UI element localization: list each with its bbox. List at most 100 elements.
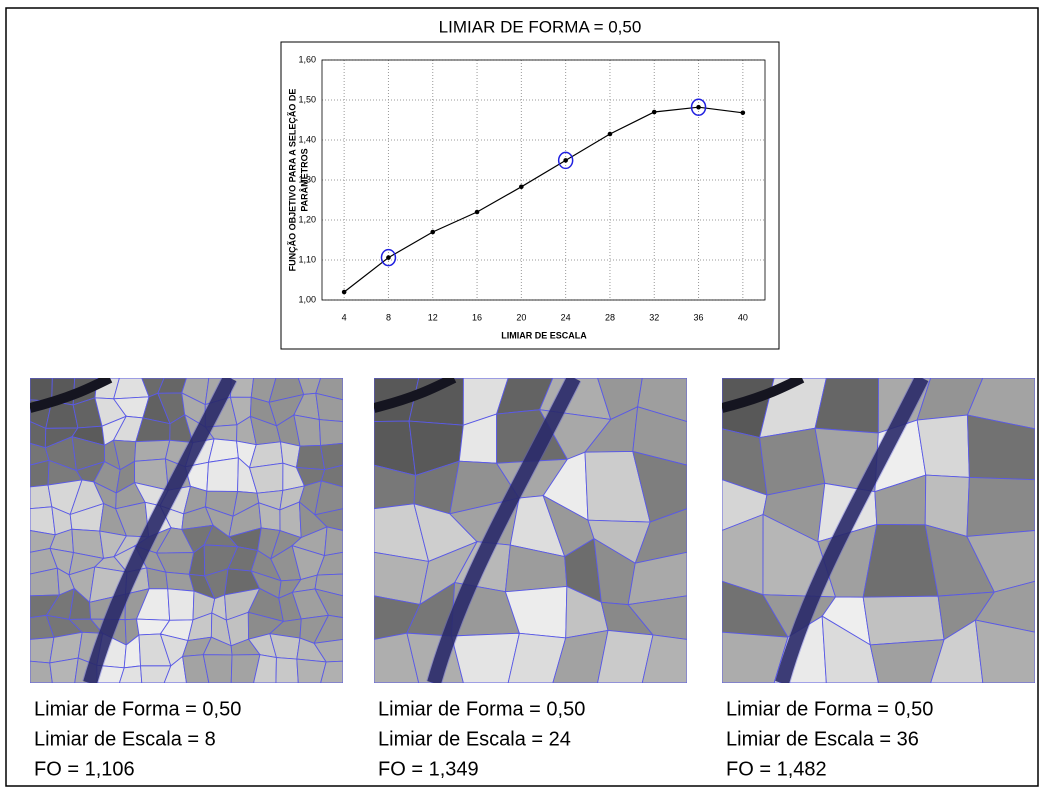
point <box>696 104 701 110</box>
segment <box>167 588 195 621</box>
segment <box>974 580 1035 633</box>
segment <box>230 654 261 683</box>
y-tick-label: 1,30 <box>298 174 316 184</box>
segment <box>966 476 1035 537</box>
segment <box>632 406 687 466</box>
caption-line: Limiar de Forma = 0,50 <box>378 698 585 720</box>
image-content <box>30 378 343 683</box>
caption-line: Limiar de Forma = 0,50 <box>726 698 933 720</box>
segment <box>627 595 687 640</box>
image-content <box>722 378 1035 683</box>
segment <box>821 615 879 683</box>
y-tick-label: 1,20 <box>298 214 316 224</box>
segment <box>163 655 187 683</box>
segmented-image <box>374 378 687 683</box>
segment <box>314 588 343 619</box>
caption-line: FO = 1,349 <box>378 758 479 780</box>
plot-area <box>321 59 766 301</box>
segment <box>140 665 172 683</box>
caption-line: Limiar de Escala = 8 <box>34 728 216 750</box>
point <box>740 110 746 116</box>
point <box>430 229 436 235</box>
segment <box>118 665 143 683</box>
segment <box>814 378 879 434</box>
y-tick-label: 1,00 <box>298 294 316 304</box>
x-tick-label: 24 <box>561 312 571 322</box>
segment <box>450 632 520 683</box>
x-tick-label: 12 <box>428 312 438 322</box>
image-content <box>374 378 687 683</box>
point <box>386 255 391 260</box>
segment <box>634 508 687 564</box>
segment <box>320 660 343 683</box>
segment <box>30 459 50 488</box>
segment <box>320 442 343 471</box>
segment <box>632 450 687 523</box>
x-tick-label: 20 <box>516 312 526 322</box>
x-tick-label: 40 <box>738 312 748 322</box>
stream <box>30 378 113 413</box>
segment <box>313 638 343 663</box>
point <box>519 184 524 190</box>
river-edge <box>426 378 582 683</box>
segment <box>552 629 609 683</box>
segment <box>637 378 687 423</box>
river <box>427 378 581 683</box>
segment <box>134 439 171 462</box>
x-axis-label: LIMIAR DE ESCALA <box>501 330 587 340</box>
y-tick-label: 1,10 <box>298 254 316 264</box>
caption-line: Limiar de Escala = 24 <box>378 728 571 750</box>
point <box>341 289 347 295</box>
y-tick-label: 1,40 <box>298 134 316 144</box>
segment <box>30 660 53 683</box>
highlight-ring <box>380 248 397 267</box>
segment <box>966 378 1035 430</box>
point <box>563 158 568 163</box>
x-tick-label: 4 <box>342 312 347 322</box>
segment <box>296 658 327 683</box>
segment <box>182 654 210 683</box>
segment <box>966 530 1035 593</box>
segment <box>974 619 1035 683</box>
segment <box>966 414 1035 481</box>
segment <box>507 632 567 683</box>
point <box>651 109 657 115</box>
segment <box>597 629 654 683</box>
y-axis-label: FUNÇÃO OBJETIVO PARA A SELEÇÃO DE <box>287 89 297 272</box>
segment <box>313 614 343 644</box>
segment <box>722 631 789 683</box>
segment <box>323 526 343 557</box>
stream <box>374 378 457 413</box>
segment <box>314 480 343 516</box>
x-tick-label: 32 <box>649 312 659 322</box>
highlight-ring <box>557 151 574 170</box>
segment <box>206 457 239 492</box>
segment <box>641 634 687 683</box>
y-tick-label: 1,60 <box>298 54 316 64</box>
segment <box>313 508 343 531</box>
segment <box>374 551 430 605</box>
x-tick-label: 16 <box>472 312 482 322</box>
highlight-ring <box>690 98 707 116</box>
segment <box>30 506 56 536</box>
segment <box>315 378 343 401</box>
river-edge <box>82 378 238 683</box>
segment <box>862 595 945 646</box>
caption-line: FO = 1,106 <box>34 758 135 780</box>
caption-line: FO = 1,482 <box>726 758 827 780</box>
segment <box>316 551 343 576</box>
segment <box>869 639 945 683</box>
river-edge <box>774 378 930 683</box>
segment <box>930 619 984 683</box>
chart-title: LIMIAR DE FORMA = 0,50 <box>439 17 642 36</box>
point <box>474 209 480 215</box>
line <box>343 106 743 293</box>
segment <box>315 392 343 423</box>
segment <box>320 464 343 488</box>
x-tick-label: 8 <box>386 312 391 322</box>
segment <box>49 657 79 683</box>
x-tick-label: 36 <box>694 312 704 322</box>
chart-frame <box>280 41 780 350</box>
segment <box>295 444 326 471</box>
